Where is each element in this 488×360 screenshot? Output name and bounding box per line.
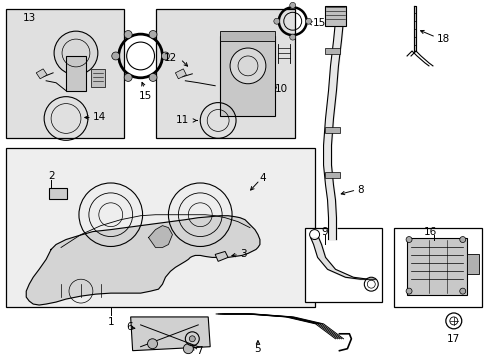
Text: 17: 17 bbox=[446, 334, 460, 344]
Bar bbox=[66, 56, 86, 91]
Bar bbox=[324, 48, 340, 54]
Circle shape bbox=[273, 18, 279, 24]
Text: 8: 8 bbox=[357, 185, 363, 195]
Circle shape bbox=[459, 237, 465, 243]
Text: 15: 15 bbox=[312, 18, 325, 28]
Text: 10: 10 bbox=[274, 84, 287, 94]
Text: 6: 6 bbox=[126, 322, 132, 332]
Text: 3: 3 bbox=[240, 249, 246, 260]
Circle shape bbox=[124, 73, 132, 81]
Bar bbox=[220, 31, 274, 41]
Text: 4: 4 bbox=[260, 173, 266, 183]
Circle shape bbox=[289, 3, 295, 8]
Polygon shape bbox=[175, 69, 186, 79]
Text: 11: 11 bbox=[175, 116, 188, 126]
Polygon shape bbox=[413, 6, 415, 51]
Bar bbox=[324, 6, 346, 26]
Bar bbox=[155, 9, 294, 138]
Text: 14: 14 bbox=[93, 112, 106, 122]
Circle shape bbox=[459, 288, 465, 294]
Circle shape bbox=[405, 237, 411, 243]
Bar bbox=[220, 36, 274, 116]
Circle shape bbox=[161, 52, 169, 60]
Text: 2: 2 bbox=[48, 171, 54, 181]
Circle shape bbox=[405, 288, 411, 294]
Text: 12: 12 bbox=[163, 53, 177, 63]
Text: 18: 18 bbox=[436, 34, 449, 44]
Bar bbox=[6, 148, 314, 307]
Circle shape bbox=[230, 48, 265, 84]
Circle shape bbox=[149, 73, 157, 81]
Circle shape bbox=[189, 336, 195, 342]
Text: 7: 7 bbox=[196, 346, 203, 356]
Text: 13: 13 bbox=[22, 13, 36, 23]
Bar bbox=[6, 9, 123, 138]
Bar bbox=[49, 188, 67, 199]
Polygon shape bbox=[148, 226, 172, 247]
Text: 9: 9 bbox=[321, 226, 327, 237]
Polygon shape bbox=[215, 251, 227, 261]
Bar bbox=[324, 172, 340, 178]
Bar bbox=[393, 228, 481, 307]
Circle shape bbox=[305, 18, 311, 24]
Circle shape bbox=[124, 31, 132, 39]
Circle shape bbox=[147, 339, 157, 349]
Text: 1: 1 bbox=[107, 317, 114, 327]
Circle shape bbox=[54, 31, 98, 75]
Circle shape bbox=[112, 52, 120, 60]
Bar bbox=[91, 69, 104, 87]
Text: 15: 15 bbox=[139, 91, 152, 101]
Circle shape bbox=[149, 31, 157, 39]
Polygon shape bbox=[26, 216, 260, 305]
Circle shape bbox=[289, 34, 295, 40]
Polygon shape bbox=[130, 317, 210, 351]
Text: 5: 5 bbox=[254, 344, 261, 354]
Text: 16: 16 bbox=[424, 226, 437, 237]
Bar bbox=[324, 127, 340, 133]
Bar bbox=[304, 228, 382, 302]
Polygon shape bbox=[36, 69, 47, 79]
Bar bbox=[406, 238, 466, 295]
Circle shape bbox=[183, 344, 193, 354]
Bar bbox=[466, 255, 478, 274]
